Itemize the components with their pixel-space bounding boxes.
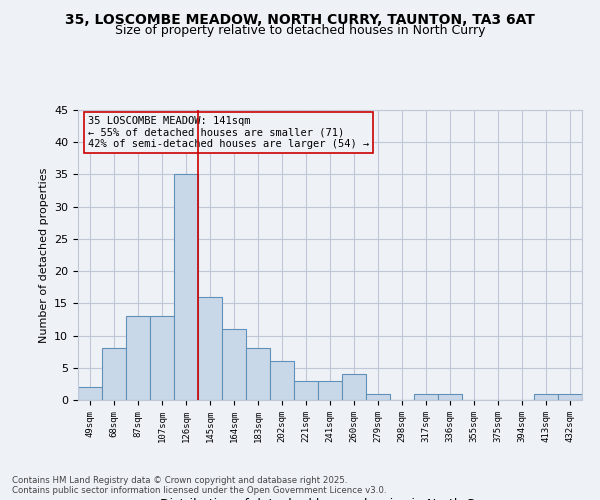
Bar bbox=[294, 380, 318, 400]
Bar bbox=[270, 362, 294, 400]
Bar bbox=[78, 387, 102, 400]
Bar bbox=[126, 316, 150, 400]
Bar bbox=[198, 297, 222, 400]
Text: 35, LOSCOMBE MEADOW, NORTH CURRY, TAUNTON, TA3 6AT: 35, LOSCOMBE MEADOW, NORTH CURRY, TAUNTO… bbox=[65, 12, 535, 26]
Bar bbox=[534, 394, 558, 400]
Bar bbox=[342, 374, 366, 400]
Text: Contains HM Land Registry data © Crown copyright and database right 2025.
Contai: Contains HM Land Registry data © Crown c… bbox=[12, 476, 386, 495]
Text: Size of property relative to detached houses in North Curry: Size of property relative to detached ho… bbox=[115, 24, 485, 37]
Bar bbox=[414, 394, 438, 400]
X-axis label: Distribution of detached houses by size in North Curry: Distribution of detached houses by size … bbox=[160, 498, 500, 500]
Bar bbox=[222, 329, 246, 400]
Bar bbox=[174, 174, 198, 400]
Y-axis label: Number of detached properties: Number of detached properties bbox=[38, 168, 49, 342]
Bar bbox=[318, 380, 342, 400]
Bar bbox=[558, 394, 582, 400]
Bar bbox=[246, 348, 270, 400]
Bar bbox=[150, 316, 174, 400]
Bar bbox=[102, 348, 126, 400]
Text: 35 LOSCOMBE MEADOW: 141sqm
← 55% of detached houses are smaller (71)
42% of semi: 35 LOSCOMBE MEADOW: 141sqm ← 55% of deta… bbox=[88, 116, 370, 149]
Bar bbox=[366, 394, 390, 400]
Bar bbox=[438, 394, 462, 400]
